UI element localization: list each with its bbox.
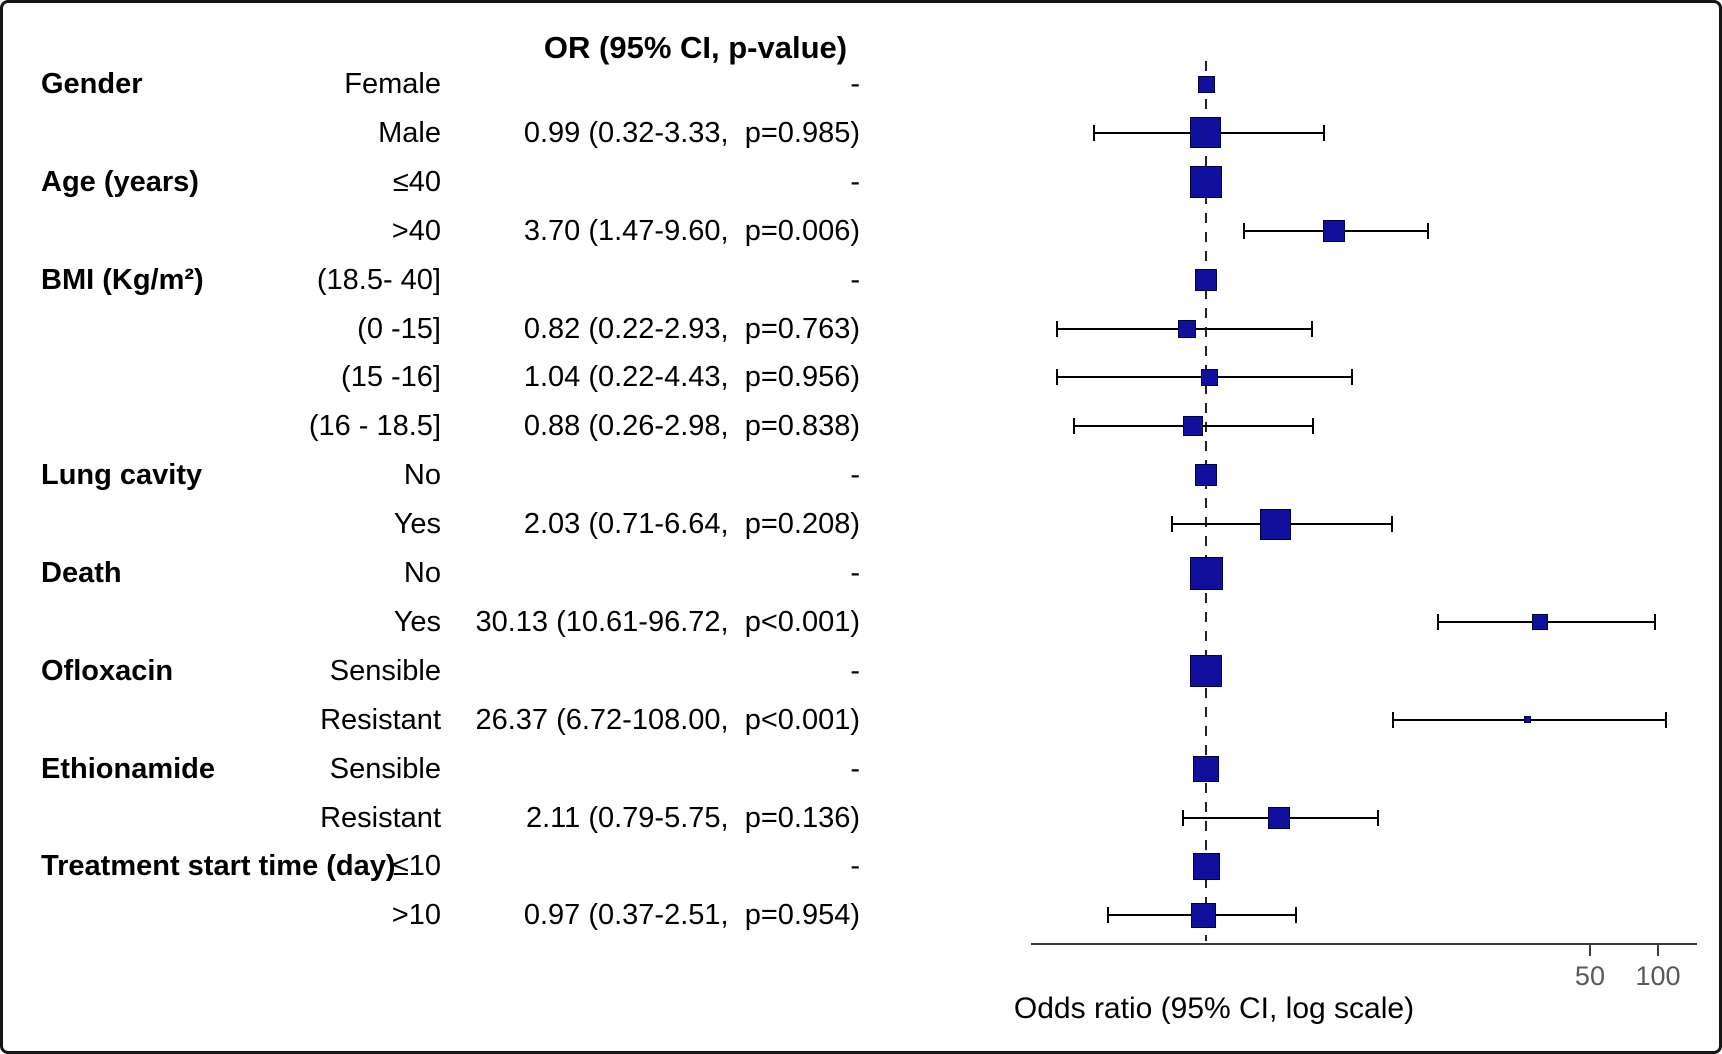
category-label: (15 -16] [341,361,441,394]
or-point-marker [1190,654,1222,687]
or-point-marker [1177,319,1196,338]
or-point-marker [1195,268,1217,291]
or-ci-pvalue-text: 2.03 (0.71-6.64, p=0.208) [523,508,860,541]
x-axis-label: Odds ratio (95% CI, log scale) [1013,992,1415,1025]
category-label: Sensible [329,654,441,687]
ci-cap-right [1376,809,1379,826]
group-label: Death [41,557,122,589]
or-ci-pvalue-text: - [850,850,860,883]
or-ci-pvalue-text: - [850,654,860,687]
or-ci-pvalue-text: 1.04 (0.22-4.43, p=0.956) [523,361,860,394]
ci-cap-right [1351,369,1354,386]
category-label: Sensible [329,752,441,785]
category-label: ≤10 [392,850,441,883]
ci-cap-left [1107,907,1110,924]
ci-cap-right [1390,516,1393,533]
category-label: Female [344,68,441,100]
or-ci-pvalue-text: - [850,263,860,296]
or-point-marker [1532,613,1549,630]
or-ci-pvalue-text: 26.37 (6.72-108.00, p<0.001) [475,703,860,736]
or-point-marker [1183,416,1204,437]
category-label: >10 [391,899,441,932]
or-point-marker [1259,508,1291,540]
reference-line-or-1 [1205,61,1207,941]
ci-cap-right [1426,222,1429,239]
ci-cap-left [1056,320,1059,337]
ci-cap-right [1664,711,1667,728]
x-axis-tick-label-100: 100 [1635,961,1681,991]
or-point-marker [1195,464,1217,487]
ci-cap-right [1295,907,1298,924]
ci-cap-right [1312,418,1315,435]
or-ci-pvalue-text: 30.13 (10.61-96.72, p<0.001) [475,605,860,638]
or-point-marker [1523,716,1531,724]
category-label: Male [378,116,441,149]
ci-cap-left [1072,418,1075,435]
category-label: Yes [393,605,441,638]
or-point-marker [1197,75,1215,93]
ci-cap-left [1436,613,1439,630]
or-point-marker [1193,755,1219,782]
or-ci-pvalue-text: - [850,68,860,100]
or-ci-pvalue-text: 0.88 (0.26-2.98, p=0.838) [523,410,860,443]
or-ci-pvalue-text: - [850,752,860,785]
group-label: Ethionamide [41,752,216,785]
x-axis-tick-label-50: 50 [1574,961,1605,991]
or-point-marker [1190,165,1222,198]
category-label: Resistant [320,703,441,736]
x-axis-tick-100 [1657,945,1659,956]
ci-cap-right [1310,320,1313,337]
ci-cap-left [1242,222,1245,239]
or-point-marker [1192,852,1220,880]
or-ci-pvalue-text: 0.97 (0.37-2.51, p=0.954) [523,899,860,932]
or-ci-pvalue-text: 3.70 (1.47-9.60, p=0.006) [523,214,860,247]
or-point-marker [1189,556,1223,590]
ci-cap-left [1391,711,1394,728]
or-ci-pvalue-text: - [850,557,860,589]
or-ci-pvalue-text: - [850,165,860,198]
group-label: Treatment start time (day) [41,850,396,883]
x-axis-line [1031,943,1697,945]
category-label: >40 [391,214,441,247]
or-point-marker [1201,368,1219,386]
ci-cap-left [1181,809,1184,826]
category-label: ≤40 [392,165,441,198]
group-label: Age (years) [41,165,199,198]
or-ci-pvalue-text: 0.82 (0.22-2.93, p=0.763) [523,312,860,345]
or-ci-pvalue-text: 0.99 (0.32-3.33, p=0.985) [523,116,860,149]
category-label: Resistant [320,801,441,834]
category-label: No [403,557,441,589]
or-point-marker [1268,806,1291,829]
or-point-marker [1190,902,1216,928]
ci-cap-left [1056,369,1059,386]
x-axis-tick-50 [1588,945,1591,956]
category-label: (0 -15] [357,312,441,345]
category-label: (16 - 18.5] [308,410,441,443]
ci-cap-left [1171,516,1174,533]
or-ci-pvalue-text: - [850,459,860,492]
or-ci-pvalue-text: 2.11 (0.79-5.75, p=0.136) [525,801,860,834]
group-label: Lung cavity [41,459,203,492]
group-label: Ofloxacin [41,654,174,687]
or-point-marker [1189,117,1221,149]
category-label: (18.5- 40] [316,263,441,296]
ci-cap-left [1093,124,1096,141]
group-label: BMI (Kg/m²) [41,263,204,296]
group-label: Gender [41,68,143,100]
category-label: Yes [393,508,441,541]
or-point-marker [1323,219,1346,242]
ci-cap-right [1323,124,1326,141]
ci-cap-right [1653,613,1656,630]
category-label: No [403,459,441,492]
column-header-or-ci-pvalue: OR (95% CI, p-value) [543,30,848,65]
